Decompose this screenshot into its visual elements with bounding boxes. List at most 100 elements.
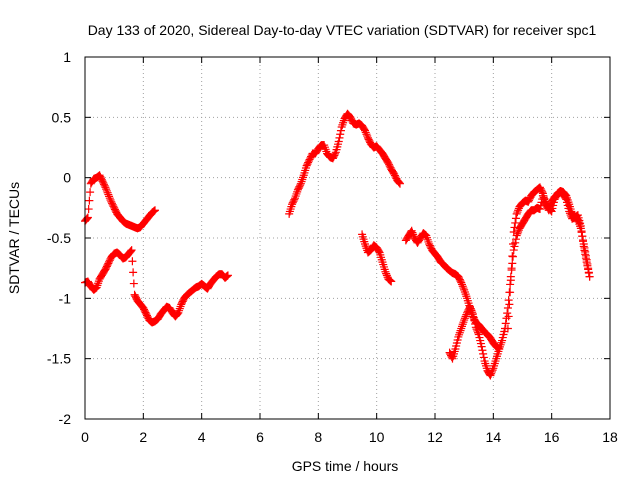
data-point <box>561 194 570 203</box>
data-point <box>466 302 474 311</box>
data-point <box>129 279 138 288</box>
data-point <box>457 322 466 331</box>
y-tick-label: -2 <box>59 411 72 427</box>
data-point <box>101 183 110 192</box>
data-point <box>487 369 496 378</box>
data-point <box>409 230 418 239</box>
data-point <box>514 206 523 215</box>
data-point <box>128 257 137 266</box>
series-group <box>401 226 504 354</box>
x-tick-label: 4 <box>198 429 206 445</box>
data-point <box>82 215 91 224</box>
data-point <box>394 177 403 186</box>
data-point <box>223 271 232 280</box>
x-tick-label: 12 <box>427 429 443 445</box>
y-tick-label: 1 <box>63 49 71 65</box>
x-tick-label: 6 <box>256 429 264 445</box>
grid-lines <box>85 57 610 419</box>
data-point <box>506 276 515 285</box>
tick-marks <box>84 56 611 420</box>
data-point <box>506 288 515 297</box>
data-points <box>81 109 594 380</box>
data-point <box>105 192 114 201</box>
data-point <box>471 319 480 328</box>
data-point <box>222 272 231 281</box>
x-tick-label: 2 <box>139 429 147 445</box>
series-group <box>358 230 396 286</box>
data-point <box>382 269 391 278</box>
x-tick-label: 18 <box>602 429 618 445</box>
data-point <box>582 258 591 267</box>
data-point <box>298 175 307 184</box>
data-point <box>479 353 488 362</box>
data-point <box>580 246 589 255</box>
data-point <box>472 325 481 334</box>
data-point <box>509 246 518 255</box>
data-point <box>585 272 594 281</box>
data-point <box>466 304 475 313</box>
data-point <box>126 246 135 255</box>
data-point <box>581 250 590 259</box>
data-point <box>460 316 469 325</box>
x-tick-label: 0 <box>81 429 89 445</box>
data-point <box>102 186 111 195</box>
data-point <box>505 300 514 309</box>
data-point <box>468 310 477 319</box>
data-point <box>513 208 522 217</box>
data-point <box>362 130 371 139</box>
data-point <box>85 196 94 205</box>
data-point <box>577 227 586 236</box>
tick-labels: 0 2 4 6 8 10 12 14 16 18 -2 -1.5 -1 -0.5 0 0.5 1 <box>47 49 618 445</box>
data-point <box>381 267 390 276</box>
data-point <box>292 189 301 198</box>
data-point <box>462 310 471 319</box>
data-point <box>503 303 512 312</box>
data-point <box>509 227 518 236</box>
data-point <box>468 308 477 317</box>
data-point <box>477 342 486 351</box>
y-tick-label: -1 <box>59 290 72 306</box>
data-point <box>336 130 345 139</box>
data-point <box>361 126 369 135</box>
data-point <box>86 188 95 197</box>
data-point <box>387 277 396 286</box>
data-point <box>338 120 347 129</box>
data-point <box>457 324 466 333</box>
data-point <box>407 226 416 235</box>
data-point <box>487 367 496 376</box>
data-point <box>576 221 585 230</box>
data-point <box>511 214 520 223</box>
data-point <box>584 265 593 274</box>
series-group <box>503 183 594 333</box>
data-point <box>455 328 464 337</box>
data-point <box>386 276 395 285</box>
data-point <box>460 287 469 296</box>
data-point <box>105 194 114 203</box>
data-point <box>506 280 515 289</box>
data-point <box>336 126 345 135</box>
data-point <box>363 132 372 141</box>
y-tick-label: 0.5 <box>52 109 72 125</box>
data-point <box>385 276 394 285</box>
data-point <box>509 252 518 261</box>
data-point <box>149 207 158 216</box>
data-point <box>374 247 383 256</box>
data-point <box>461 312 470 321</box>
data-point <box>296 181 305 190</box>
data-point <box>565 207 574 216</box>
y-tick-label: -1.5 <box>47 351 71 367</box>
data-point <box>150 206 159 215</box>
data-point <box>106 195 115 204</box>
series-group <box>285 109 404 218</box>
data-point <box>361 128 370 137</box>
data-point <box>508 259 517 268</box>
data-point <box>474 328 483 337</box>
data-point <box>460 314 469 323</box>
data-point <box>127 246 136 255</box>
x-axis-label: GPS time / hours <box>292 458 399 474</box>
data-point <box>471 323 480 332</box>
data-point <box>335 133 344 142</box>
data-point <box>538 187 547 196</box>
data-point <box>126 247 135 256</box>
data-point <box>396 179 404 188</box>
